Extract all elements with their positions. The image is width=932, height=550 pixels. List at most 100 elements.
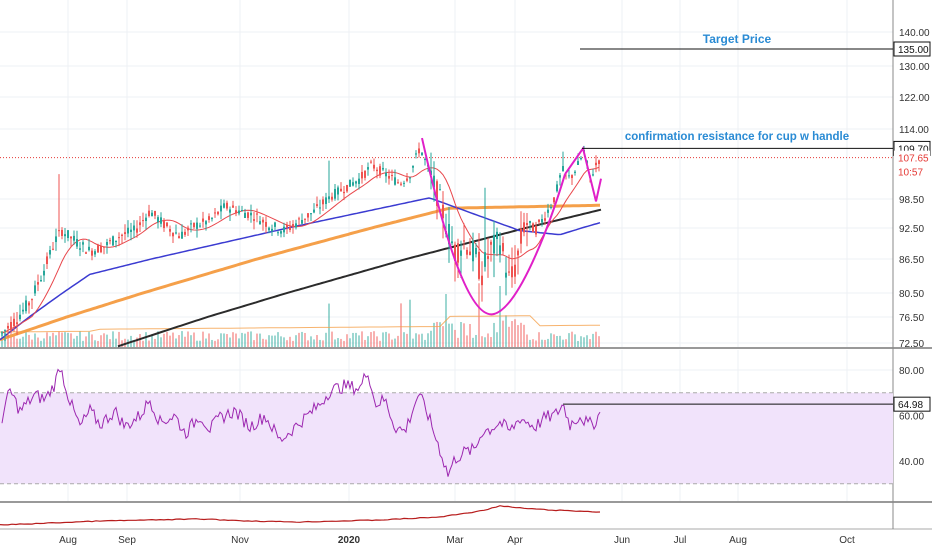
volume-bar <box>55 335 57 347</box>
volume-bar <box>88 331 90 347</box>
candle-body <box>313 209 315 213</box>
rsi-value-badge: 64.98 <box>893 396 931 412</box>
candle-body <box>118 237 120 239</box>
candle-body <box>592 174 594 176</box>
volume-bar <box>148 340 150 347</box>
candle-body <box>283 226 285 233</box>
volume-bar <box>538 332 540 347</box>
candle-body <box>298 218 300 220</box>
candle-body <box>160 217 162 224</box>
volume-bar <box>124 338 126 347</box>
volume-bar <box>40 340 42 347</box>
time-axis-tick-label: Jun <box>614 535 630 546</box>
volume-bar <box>412 338 414 347</box>
volume-bar <box>544 339 546 347</box>
volume-bar <box>49 336 51 347</box>
volume-bar <box>403 332 405 347</box>
candle-body <box>352 182 354 186</box>
candle-body <box>40 280 42 282</box>
candle-body <box>97 245 99 253</box>
volume-bar <box>64 332 66 347</box>
volume-bar <box>466 335 468 347</box>
volume-bar <box>580 336 582 347</box>
candle-body <box>187 227 189 231</box>
volume-bar <box>436 321 438 347</box>
candle-body <box>61 229 63 236</box>
candle-body <box>367 167 369 170</box>
candle-body <box>55 236 57 243</box>
candle-body <box>361 171 363 179</box>
volume-bar <box>157 331 159 347</box>
volume-bar <box>70 333 72 347</box>
price-axis-tick-label: 92.50 <box>899 224 924 235</box>
candle-body <box>415 153 417 155</box>
volume-bar <box>196 340 198 347</box>
volume-bar <box>241 332 243 347</box>
candle-body <box>85 252 87 254</box>
candle-body <box>22 309 24 312</box>
time-axis-tick-label: Aug <box>59 535 77 546</box>
candle-body <box>13 318 15 327</box>
candle-body <box>268 227 270 231</box>
candle-body <box>37 282 39 285</box>
volume-bar <box>235 333 237 347</box>
candle-body <box>121 234 123 236</box>
candle-body <box>337 187 339 195</box>
volume-bar <box>325 332 327 347</box>
volume-bar <box>385 331 387 347</box>
candle-body <box>91 250 93 256</box>
candle-body <box>175 232 177 234</box>
volume-bar <box>529 339 531 347</box>
price-badge: 107.65 <box>894 150 930 165</box>
candle-body <box>82 242 84 245</box>
candle-body <box>127 227 129 234</box>
candle-body <box>535 225 537 235</box>
volume-bar <box>457 337 459 347</box>
volume-bar <box>175 338 177 347</box>
volume-bar <box>280 336 282 347</box>
volume-bar <box>562 339 564 347</box>
volume-bar <box>361 331 363 347</box>
candle-body <box>217 211 219 215</box>
candle-body <box>166 222 168 227</box>
volume-bar <box>496 332 498 347</box>
volume-bar <box>97 340 99 347</box>
volume-bar <box>400 303 402 347</box>
candle-body <box>574 171 576 173</box>
price-axis-tick-label: 140.00 <box>899 28 930 39</box>
volume-bar <box>46 332 48 347</box>
volume-bar <box>469 324 471 347</box>
candle-body <box>370 161 372 163</box>
candle-body <box>184 231 186 235</box>
candle-body <box>388 175 390 179</box>
volume-bar <box>259 333 261 347</box>
volume-bar <box>277 332 279 347</box>
candle-body <box>256 213 258 215</box>
volume-bar <box>67 332 69 347</box>
volume-bar <box>232 332 234 347</box>
cup-curve <box>421 137 566 316</box>
candle-body <box>442 204 444 219</box>
candle-body <box>433 175 435 188</box>
volume-bar <box>181 331 183 347</box>
candle-body <box>10 321 12 331</box>
candle-body <box>325 197 327 204</box>
candle-body <box>232 205 234 208</box>
candle-body <box>412 165 414 168</box>
candle-body <box>31 299 33 301</box>
volume-bar <box>358 335 360 347</box>
candle-body <box>478 251 480 279</box>
candle-body <box>70 236 72 239</box>
volume-bar <box>526 334 528 347</box>
volume-bar <box>271 335 273 347</box>
candle-body <box>136 228 138 233</box>
candle-body <box>391 175 393 177</box>
volume-bar <box>163 333 165 347</box>
candle-body <box>133 225 135 231</box>
volume-bar <box>535 340 537 347</box>
volume-bar <box>481 336 483 347</box>
candle-body <box>538 219 540 222</box>
candle-body <box>577 161 579 165</box>
volume-bar <box>142 340 144 347</box>
